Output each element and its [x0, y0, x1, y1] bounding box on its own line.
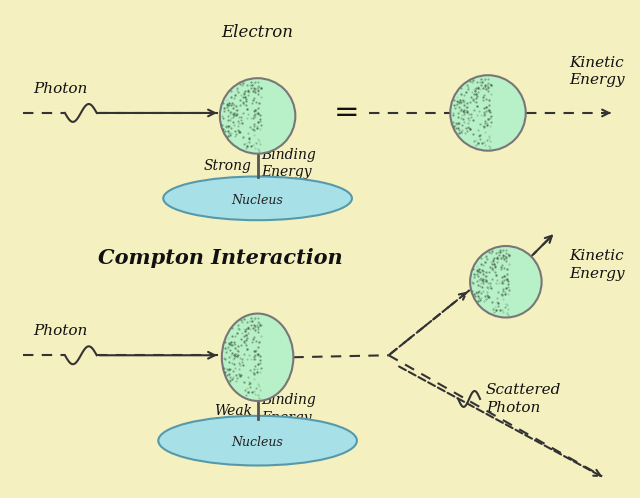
- Text: Nucleus: Nucleus: [232, 194, 284, 207]
- Ellipse shape: [470, 246, 541, 318]
- Text: Binding
Energy: Binding Energy: [262, 148, 316, 179]
- Text: Binding
Energy: Binding Energy: [262, 393, 316, 424]
- Text: Nucleus: Nucleus: [232, 436, 284, 449]
- Text: Compton Interaction: Compton Interaction: [97, 248, 342, 268]
- Ellipse shape: [222, 314, 293, 401]
- Ellipse shape: [451, 75, 525, 151]
- Text: Kinetic
Energy: Kinetic Energy: [570, 56, 625, 87]
- Text: Scattered
Photon: Scattered Photon: [486, 383, 561, 415]
- Ellipse shape: [158, 416, 357, 466]
- Text: Kinetic
Energy: Kinetic Energy: [570, 249, 625, 280]
- Text: Weak: Weak: [214, 404, 252, 418]
- Text: Photon: Photon: [33, 324, 88, 339]
- Text: Photon: Photon: [33, 82, 88, 96]
- Ellipse shape: [163, 176, 352, 220]
- Text: Strong: Strong: [204, 158, 252, 173]
- Ellipse shape: [220, 78, 295, 154]
- Text: =: =: [334, 99, 360, 127]
- Text: Electron: Electron: [221, 23, 294, 40]
